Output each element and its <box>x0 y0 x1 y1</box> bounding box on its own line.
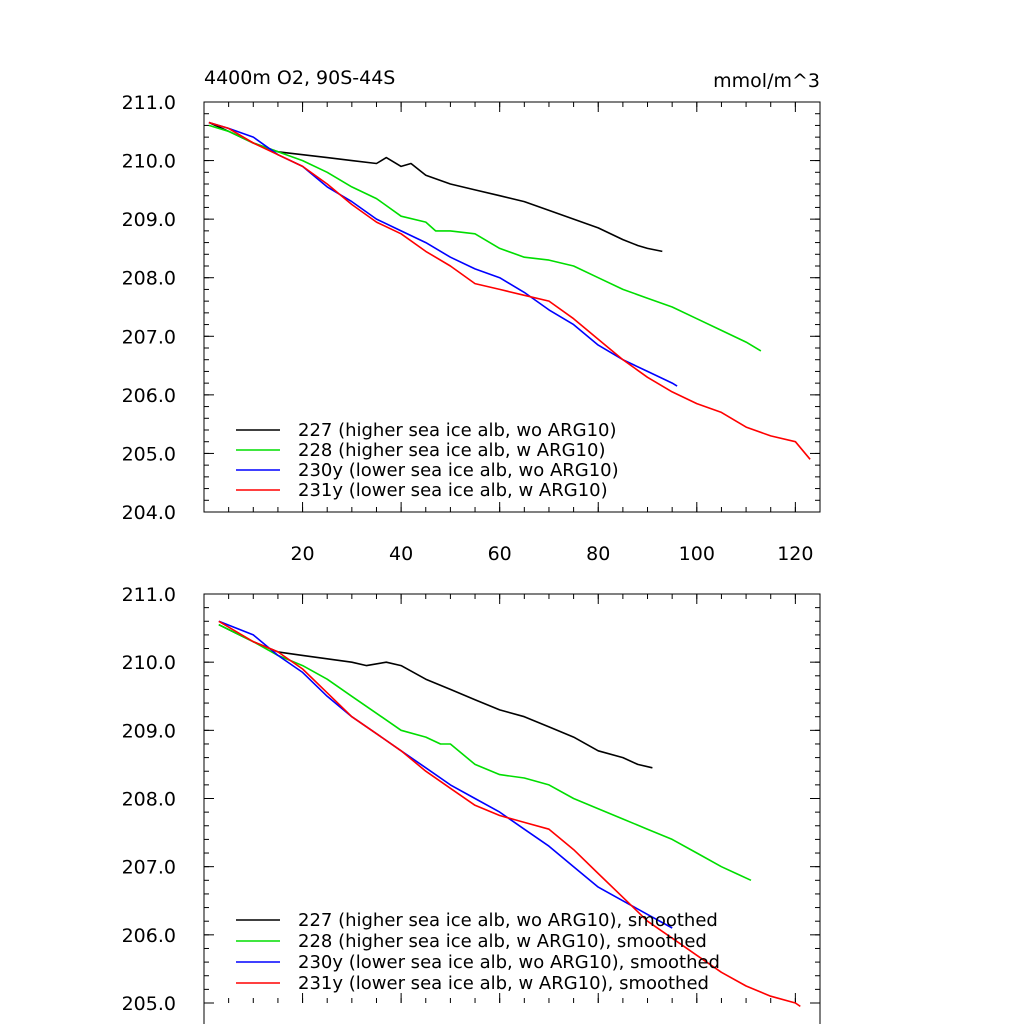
y-tick-label: 208.0 <box>122 789 176 811</box>
y-tick-label: 206.0 <box>122 385 176 407</box>
y-tick-label: 209.0 <box>122 209 176 231</box>
x-tick-label: 120 <box>777 543 813 565</box>
panel-title: 4400m O2, 90S-44S <box>204 67 395 89</box>
y-tick-label: 204.0 <box>122 502 176 524</box>
series-lines <box>208 121 811 460</box>
legend-label: 231y (lower sea ice alb, w ARG10) <box>298 480 608 501</box>
y-tick-label: 211.0 <box>122 584 176 606</box>
plot-frame <box>203 101 821 513</box>
legend-label: 230y (lower sea ice alb, wo ARG10), smoo… <box>298 952 720 973</box>
axis-ticks: 204.0 205.0 206.0 207.0 208.0 209.0 210.0 211.0… <box>122 92 821 565</box>
x-tick-label: 60 <box>488 543 512 565</box>
y-tick-label: 205.0 <box>122 443 176 465</box>
top-panel: 4400m O2, 90S-44S mmol/m^3 204.0205.0206… <box>122 67 821 565</box>
axis-ticks: 205.0 206.0 207.0 208.0 209.0 210.0 211.0 <box>122 584 821 1015</box>
legend-label: 227 (higher sea ice alb, wo ARG10) <box>298 420 617 441</box>
series-line-3 <box>218 620 801 1008</box>
y-tick-label: 205.0 <box>122 993 176 1015</box>
x-tick-label: 80 <box>586 543 610 565</box>
y-tick-label: 211.0 <box>122 92 176 114</box>
legend-label: 227 (higher sea ice alb, wo ARG10), smoo… <box>298 910 718 931</box>
series-line-3 <box>208 121 811 460</box>
legend-label: 228 (higher sea ice alb, w ARG10), smoot… <box>298 931 707 952</box>
series-line-0 <box>218 623 653 769</box>
y-tick-label: 208.0 <box>122 268 176 290</box>
series-line-2 <box>218 620 673 929</box>
legend-label: 230y (lower sea ice alb, wo ARG10) <box>298 460 619 481</box>
y-tick-label: 206.0 <box>122 925 176 947</box>
y-tick-label: 210.0 <box>122 652 176 674</box>
legend-label: 228 (higher sea ice alb, w ARG10) <box>298 440 605 461</box>
series-line-1 <box>218 623 752 882</box>
bottom-panel: 205.0 206.0 207.0 208.0 209.0 210.0 211.0 227 … <box>122 584 821 1024</box>
x-tick-label: 20 <box>290 543 314 565</box>
series-lines <box>218 620 801 1008</box>
y-tick-label: 207.0 <box>122 857 176 879</box>
units-label: mmol/m^3 <box>713 70 820 92</box>
x-tick-label: 40 <box>389 543 413 565</box>
plot-frame <box>203 593 821 1024</box>
legend: 227 (higher sea ice alb, wo ARG10), smoo… <box>236 910 720 994</box>
series-line-0 <box>208 121 663 253</box>
legend: 227 (higher sea ice alb, wo ARG10)228 (h… <box>236 420 619 501</box>
y-tick-label: 210.0 <box>122 151 176 173</box>
y-tick-label: 209.0 <box>122 720 176 742</box>
series-line-1 <box>208 124 762 352</box>
y-tick-label: 207.0 <box>122 326 176 348</box>
legend-label: 231y (lower sea ice alb, w ARG10), smoot… <box>298 973 709 994</box>
x-tick-label: 100 <box>679 543 715 565</box>
